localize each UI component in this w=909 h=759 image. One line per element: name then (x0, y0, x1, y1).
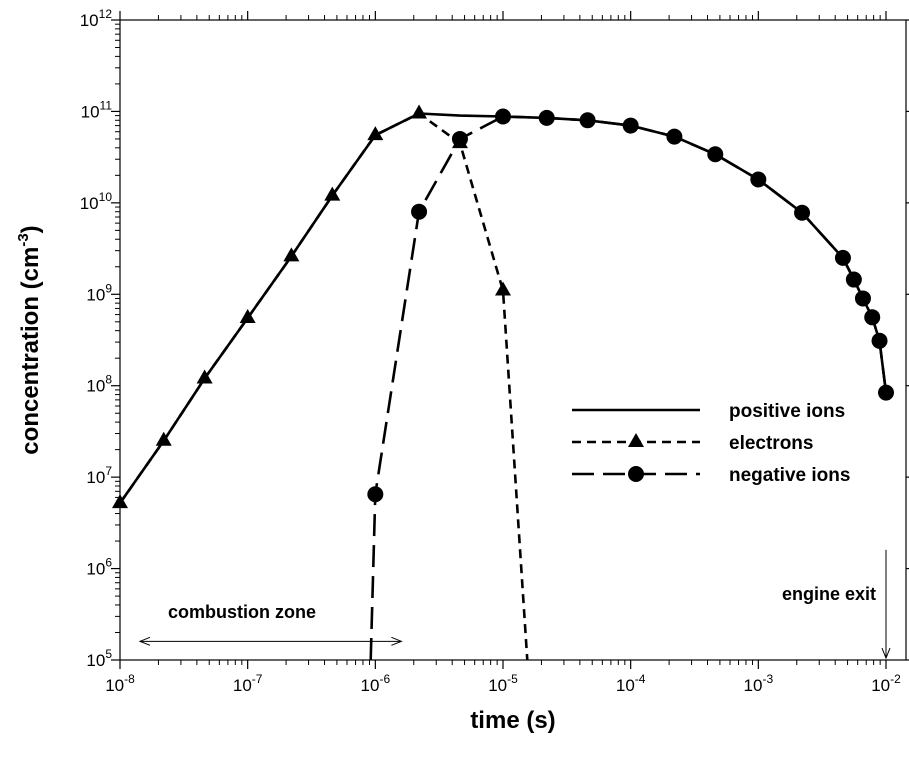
y-tick-label: 108 (86, 373, 112, 396)
legend: positive ions electrons negative ions (572, 401, 850, 486)
series-markers (112, 104, 894, 509)
y-tick-label: 1012 (80, 7, 113, 30)
annotation-combustion-zone-arrowhead-right (391, 636, 403, 646)
y-tick-label-base: 10 (86, 651, 105, 670)
y-tick-label: 107 (86, 464, 112, 487)
x-tick-label-exponent: -7 (252, 672, 263, 686)
y-tick-label-exponent: 10 (99, 190, 113, 204)
x-tick-label: 10-2 (871, 672, 901, 695)
electrons-point (283, 247, 300, 262)
electrons-point (411, 104, 428, 119)
x-tick-label-base: 10 (105, 676, 124, 695)
series-lines (118, 112, 888, 661)
y-tick-label-exponent: 5 (105, 647, 112, 661)
x-tick-label-exponent: -6 (379, 672, 390, 686)
x-tick-label-base: 10 (488, 676, 507, 695)
negative-ions-point (878, 384, 894, 401)
negative-ions-point (834, 249, 851, 266)
series-line-electrons (118, 112, 529, 661)
y-axis-title: concentration (cm-3) (15, 225, 44, 454)
negative-ions-point (750, 171, 767, 188)
annotation-combustion-zone-arrowhead-left (138, 636, 151, 646)
electrons-point (112, 494, 128, 509)
x-tick-label-base: 10 (744, 676, 763, 695)
y-tick-label-exponent: 6 (105, 556, 112, 570)
electrons-point (495, 281, 511, 296)
series-line-negative-ions (369, 115, 888, 661)
annotation-combustion-zone-label: combustion zone (168, 602, 316, 622)
x-tick-label: 10-7 (233, 672, 263, 695)
y-tick-label: 105 (86, 647, 112, 670)
y-axis-title-close: ) (17, 225, 44, 233)
annotation-combustion-zone: combustion zone (138, 602, 403, 646)
y-tick-label: 109 (86, 281, 112, 304)
y-tick-label: 1010 (80, 190, 113, 213)
x-axis-title: time (s) (470, 707, 555, 734)
x-tick-label-base: 10 (616, 676, 635, 695)
annotation-engine-exit: engine exit (782, 549, 891, 660)
negative-ions-point (451, 130, 468, 147)
x-tick-label-exponent: -2 (890, 672, 901, 686)
y-axis-title-main: concentration (cm (17, 247, 44, 455)
electrons-point (239, 309, 256, 324)
x-tick-label-base: 10 (871, 676, 890, 695)
x-tick-label-exponent: -4 (635, 672, 646, 686)
y-tick-label-exponent: 7 (105, 464, 112, 478)
plot-area-frame (119, 19, 907, 661)
y-tick-label-base: 10 (86, 285, 105, 304)
negative-ions-point (666, 128, 683, 145)
x-tick-label: 10-4 (616, 672, 646, 695)
y-tick-label-exponent: 9 (105, 281, 112, 295)
electrons-point (196, 369, 213, 384)
negative-ions-point (864, 309, 881, 326)
negative-ions-point (871, 332, 888, 349)
x-tick-label: 10-5 (488, 672, 518, 695)
negative-ions-point (622, 117, 639, 134)
x-tick-label-exponent: -8 (124, 672, 135, 686)
x-tick-labels: 10-8 10-7 10-6 10-5 10-4 10-3 10-2 (105, 672, 901, 695)
legend-label-positive-ions: positive ions (729, 401, 845, 422)
y-tick-label-base: 10 (86, 560, 105, 579)
x-tick-label-exponent: -3 (762, 672, 773, 686)
electrons-point (155, 431, 172, 446)
y-axis-title-exponent: -3 (15, 233, 32, 246)
y-tick-label-base: 10 (86, 377, 105, 396)
negative-ions-point (367, 486, 384, 503)
negative-ions-point (845, 271, 862, 288)
x-tick-label-base: 10 (361, 676, 380, 695)
x-tick-label: 10-6 (361, 672, 391, 695)
electrons-point (367, 126, 384, 141)
legend-label-negative-ions: negative ions (729, 465, 850, 486)
legend-marker-electrons (628, 433, 644, 447)
y-tick-label: 1011 (81, 98, 113, 121)
annotation-engine-exit-label: engine exit (782, 584, 876, 604)
negative-ions-point (794, 204, 811, 221)
negative-ions-point (579, 112, 596, 129)
negative-ions-point (707, 146, 724, 163)
y-tick-label: 106 (86, 556, 112, 579)
x-tick-label: 10-8 (105, 672, 135, 695)
negative-ions-point (854, 290, 871, 307)
negative-ions-point (538, 109, 555, 126)
negative-ions-point (411, 203, 428, 220)
x-tick-label-exponent: -5 (507, 672, 518, 686)
electrons-point (324, 186, 341, 201)
y-tick-label-base: 10 (81, 102, 100, 121)
legend-label-electrons: electrons (729, 433, 813, 454)
y-tick-label-base: 10 (86, 468, 105, 487)
x-tick-label-base: 10 (233, 676, 252, 695)
negative-ions-point (495, 108, 511, 125)
y-tick-label-exponent: 12 (99, 7, 113, 21)
legend-marker-negative-ions (628, 466, 644, 482)
y-tick-label-base: 10 (80, 11, 99, 30)
y-tick-label-exponent: 8 (105, 373, 112, 387)
y-tick-label-base: 10 (80, 194, 99, 213)
y-tick-label-exponent: 11 (100, 98, 113, 112)
axis-ticks (111, 11, 909, 669)
annotation-engine-exit-arrowhead (881, 647, 891, 660)
x-tick-label: 10-3 (744, 672, 774, 695)
